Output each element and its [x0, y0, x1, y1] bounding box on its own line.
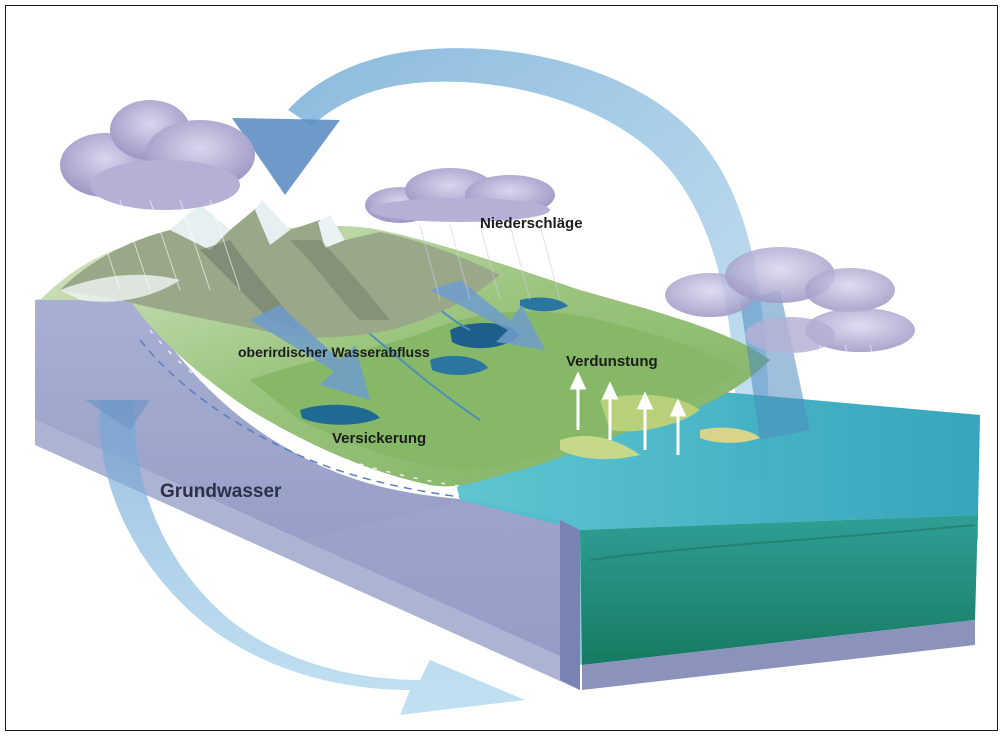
runoff-arrows [250, 280, 545, 400]
label-surface-runoff: oberirdischer Wasserabfluss [238, 344, 430, 360]
label-groundwater: Grundwasser [160, 481, 282, 502]
label-infiltration: Versickerung [332, 430, 427, 447]
infiltration-flow [139, 329, 466, 498]
label-evaporation: Verdunstung [566, 353, 658, 370]
groundwater-arrow [85, 400, 525, 715]
label-precipitation: Niederschläge [480, 215, 583, 232]
cloud-right [665, 247, 915, 401]
upper-cycle-arrow [232, 48, 770, 480]
cloud-left [60, 100, 255, 291]
evaporation-arrows [569, 371, 687, 455]
ground-block [35, 290, 580, 690]
cloud-middle [365, 168, 561, 301]
